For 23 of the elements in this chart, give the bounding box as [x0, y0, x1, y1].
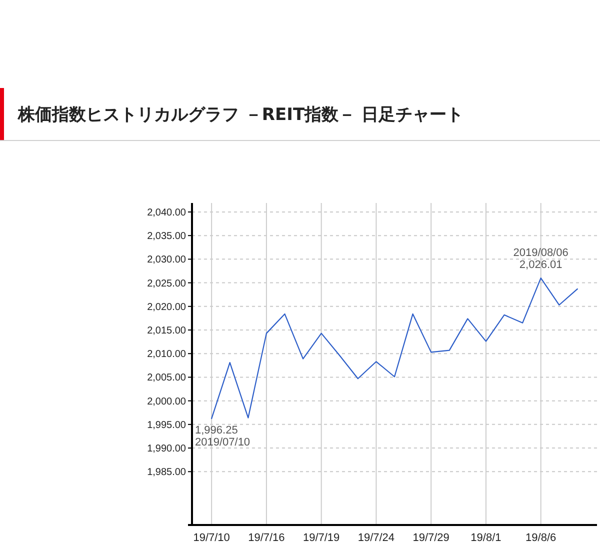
- y-tick-label: 2,020.00: [147, 302, 186, 313]
- x-tick-label: 19/7/16: [248, 532, 285, 544]
- x-tick-label: 19/7/24: [358, 532, 395, 544]
- annotation: 2019/08/06 2,026.01: [513, 247, 568, 272]
- y-tick-label: 2,000.00: [147, 396, 186, 408]
- y-tick-label: 2,010.00: [147, 349, 186, 360]
- annotation: 1,996.25 2019/07/10: [195, 424, 250, 449]
- y-tick-label: 2,040.00: [147, 207, 186, 218]
- y-tick-label: 1,995.00: [147, 420, 186, 431]
- x-tick-label: 19/7/29: [412, 532, 450, 544]
- y-tick-label: 2,025.00: [147, 278, 186, 290]
- line-series: [211, 277, 578, 420]
- y-tick-label: 2,015.00: [147, 326, 186, 337]
- y-tick-label: 1,990.00: [147, 444, 186, 455]
- y-tick-label: 2,030.00: [147, 254, 186, 266]
- x-tick-label: 19/8/6: [526, 532, 556, 544]
- y-tick-label: 2,035.00: [147, 231, 186, 242]
- y-tick-label: 2,005.00: [147, 372, 186, 384]
- x-tick-label: 19/8/1: [470, 532, 502, 544]
- y-tick-label: 1,985.00: [147, 467, 186, 478]
- x-tick-label: 19/7/19: [302, 532, 340, 544]
- x-tick-label: 19/7/10: [193, 532, 230, 544]
- chart-title: 株価指数ヒストリカルグラフ －REIT指数－ 日足チャート: [17, 105, 464, 125]
